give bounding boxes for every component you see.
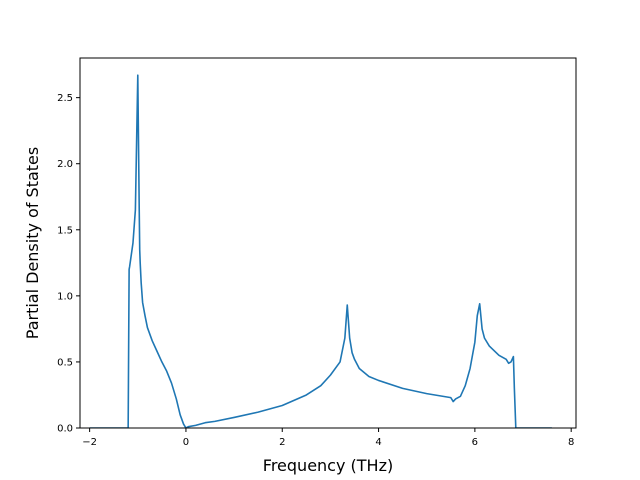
x-tick-label: 0	[183, 437, 189, 448]
y-tick-label: 2.5	[57, 93, 73, 104]
y-tick-label: 1.5	[57, 225, 73, 236]
y-tick-label: 0.0	[57, 424, 73, 435]
x-tick-label: 8	[568, 437, 574, 448]
y-tick-label: 1.0	[57, 291, 73, 302]
plot-frame	[79, 57, 577, 429]
x-axis-label: Frequency (THz)	[263, 456, 393, 475]
x-tick-label: 4	[375, 437, 381, 448]
x-tick-label: −2	[82, 437, 97, 448]
x-tick-label: 2	[279, 437, 285, 448]
y-tick-label: 2.0	[57, 159, 73, 170]
series-layer	[89, 74, 552, 428]
y-tick-label: 0.5	[57, 357, 73, 368]
y-axis-ticks: 0.0 0.5 1.0 1.5 2.0 2.5	[57, 93, 80, 435]
y-axis-label: Partial Density of States	[23, 147, 42, 339]
x-axis-ticks: −2 0 2 4 6 8	[82, 428, 574, 448]
series-line-0	[89, 74, 552, 428]
x-tick-label: 6	[472, 437, 478, 448]
